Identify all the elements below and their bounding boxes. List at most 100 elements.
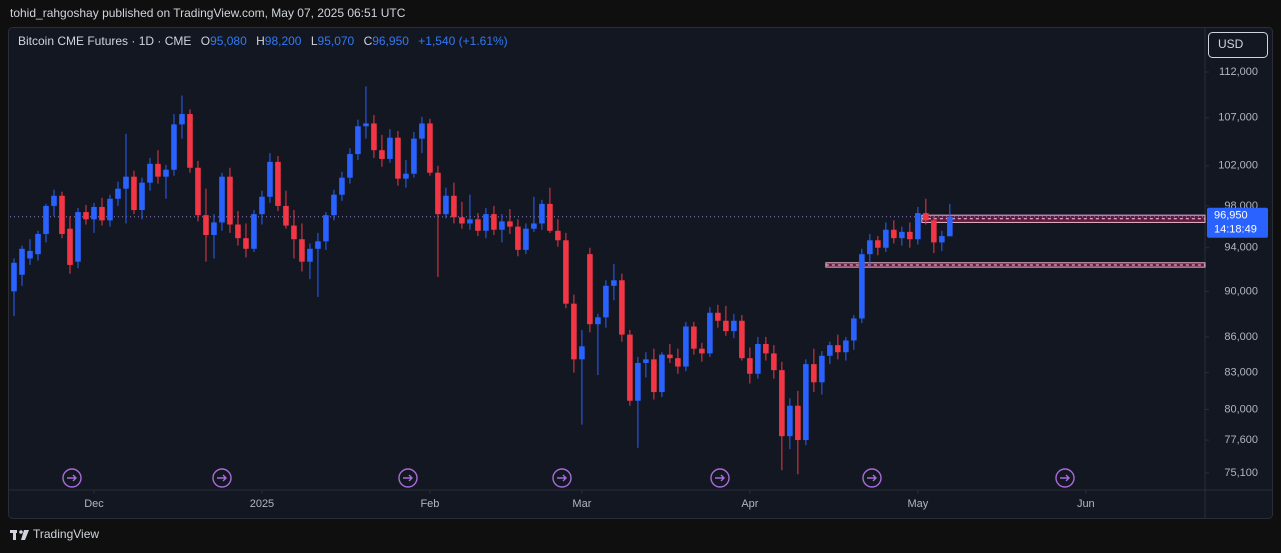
candle-body — [187, 114, 193, 168]
candle-body — [291, 225, 297, 240]
y-tick-label: 75,100 — [1224, 467, 1258, 479]
candle-body — [611, 280, 617, 286]
candle-body — [827, 345, 833, 356]
legend-low: 95,070 — [318, 34, 355, 48]
candle-body — [691, 326, 697, 349]
candle-body — [707, 312, 713, 354]
candle-body — [643, 359, 649, 363]
x-tick-label: Mar — [572, 498, 591, 510]
candle-body — [939, 236, 945, 243]
candle-body — [163, 169, 169, 177]
legend-close-label: C — [364, 34, 373, 48]
currency-button[interactable] — [1208, 32, 1268, 58]
x-tick-label: 2025 — [250, 498, 274, 510]
candle-body — [59, 195, 65, 234]
candle-body — [371, 123, 377, 151]
candle-body — [795, 405, 801, 441]
candle-body — [99, 206, 105, 221]
candle-body — [363, 123, 369, 127]
candle-body — [547, 203, 553, 231]
candle-body — [35, 233, 41, 255]
candle-body — [267, 161, 273, 197]
y-tick-label: 90,000 — [1224, 285, 1258, 297]
candle-body — [467, 219, 473, 224]
event-icon[interactable] — [1055, 468, 1075, 488]
candle-body — [379, 150, 385, 159]
candle-body — [323, 215, 329, 242]
legend-open-label: O — [201, 34, 210, 48]
last-price-box — [1207, 207, 1268, 238]
candle-body — [483, 214, 489, 231]
candle-body — [131, 176, 137, 211]
candle-body — [387, 137, 393, 159]
candle-body — [859, 254, 865, 319]
legend-open: 95,080 — [210, 34, 247, 48]
candle-body — [867, 240, 873, 255]
y-tick-label: 112,000 — [1219, 66, 1258, 78]
candle-body — [443, 195, 449, 215]
candle-body — [419, 123, 425, 139]
candle-body — [235, 224, 241, 239]
candle-body — [475, 219, 481, 231]
candle-body — [843, 340, 849, 353]
candle-body — [771, 353, 777, 371]
y-tick-label: 80,000 — [1224, 403, 1258, 415]
candle-body — [883, 229, 889, 248]
candle-body — [907, 231, 913, 240]
y-tick-label: 94,000 — [1224, 242, 1258, 254]
candle-body — [51, 195, 57, 206]
candle-body — [275, 161, 281, 206]
candle-body — [203, 215, 209, 236]
candle-body — [659, 354, 665, 393]
event-icon[interactable] — [398, 468, 418, 488]
legend-change: +1,540 (+1.61%) — [418, 34, 507, 48]
candle-body — [395, 137, 401, 179]
x-tick-label: May — [907, 498, 928, 510]
legend-close: 96,950 — [372, 34, 409, 48]
candle-body — [115, 188, 121, 199]
candle-body — [723, 320, 729, 332]
brand-logo — [10, 530, 29, 540]
candle-body — [315, 241, 321, 249]
candle-body — [715, 312, 721, 321]
candle-body — [923, 213, 929, 221]
event-icon[interactable] — [710, 468, 730, 488]
currency-label[interactable]: USD — [1218, 37, 1244, 51]
candle-body — [499, 221, 505, 230]
candle-body — [571, 303, 577, 360]
y-tick-label: 77,600 — [1224, 434, 1258, 446]
event-icons — [62, 468, 1075, 488]
candle-body — [339, 177, 345, 195]
event-icon[interactable] — [62, 468, 82, 488]
legend-high: 98,200 — [265, 34, 302, 48]
candle-body — [507, 221, 513, 227]
candle-body — [787, 405, 793, 437]
candle-body — [155, 163, 161, 177]
countdown-label: 14:18:49 — [1214, 224, 1257, 236]
event-icon[interactable] — [552, 468, 572, 488]
x-tick-label: Feb — [420, 498, 439, 510]
event-icon[interactable] — [212, 468, 232, 488]
candle-body — [627, 334, 633, 401]
candle-body — [83, 212, 89, 220]
candle-body — [195, 167, 201, 216]
candle-body — [875, 240, 881, 248]
candle-body — [139, 182, 145, 211]
candle-body — [179, 114, 185, 125]
candle-body — [283, 205, 289, 226]
candle-body — [851, 318, 857, 341]
candle-body — [67, 228, 73, 265]
candle-body — [803, 364, 809, 441]
candle-body — [563, 240, 569, 304]
candle-body — [123, 176, 129, 189]
candle-body — [147, 163, 153, 183]
candle-body — [355, 126, 361, 155]
event-icon[interactable] — [862, 468, 882, 488]
candle-body — [755, 343, 761, 374]
x-tick-label: Jun — [1077, 498, 1095, 510]
x-tick-label: Dec — [84, 498, 104, 510]
candle-body — [763, 343, 769, 354]
candle-body — [811, 364, 817, 383]
candle-body — [243, 238, 249, 249]
